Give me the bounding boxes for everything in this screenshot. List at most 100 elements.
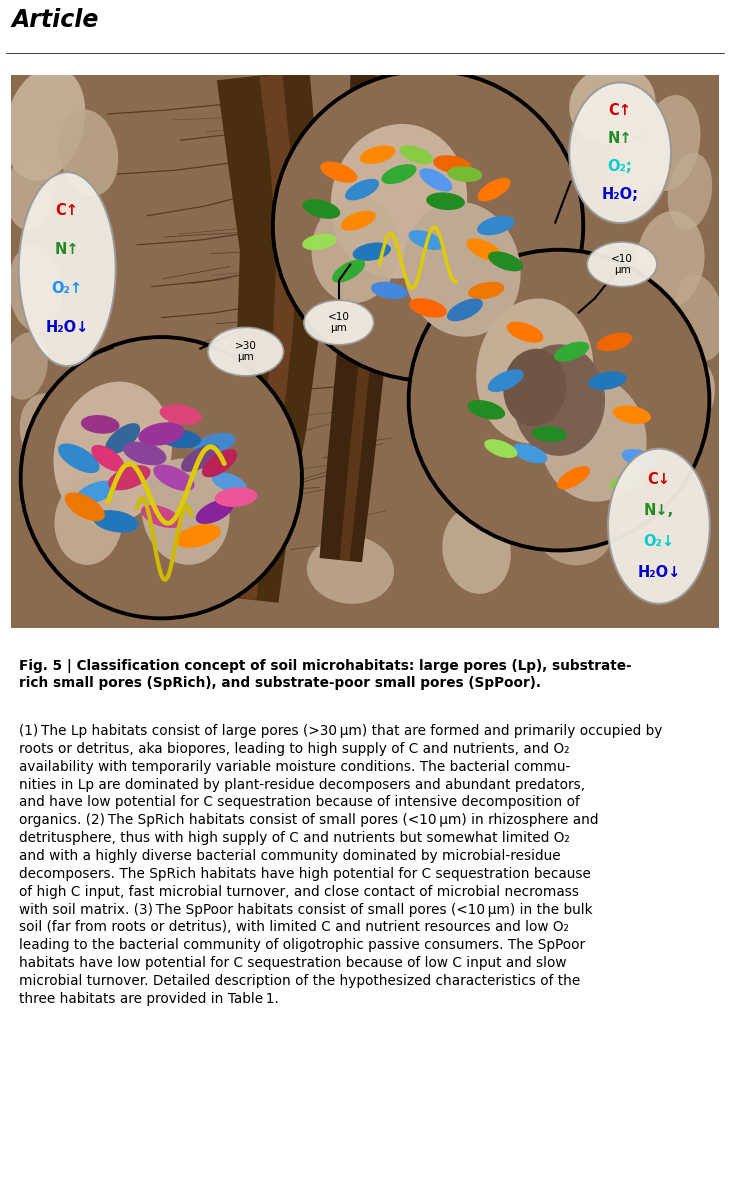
Ellipse shape bbox=[505, 318, 604, 452]
Circle shape bbox=[409, 250, 710, 551]
Ellipse shape bbox=[569, 83, 671, 223]
Ellipse shape bbox=[426, 192, 465, 210]
Text: <10
μm: <10 μm bbox=[328, 312, 350, 334]
Text: <10
μm: <10 μm bbox=[611, 253, 633, 275]
Ellipse shape bbox=[409, 230, 444, 250]
Ellipse shape bbox=[476, 299, 593, 444]
Ellipse shape bbox=[331, 124, 467, 278]
Ellipse shape bbox=[360, 145, 396, 164]
Ellipse shape bbox=[6, 152, 55, 230]
Ellipse shape bbox=[588, 372, 626, 390]
Ellipse shape bbox=[539, 376, 647, 502]
Ellipse shape bbox=[91, 445, 125, 472]
Ellipse shape bbox=[341, 211, 376, 230]
Ellipse shape bbox=[569, 65, 656, 144]
Text: N↓,: N↓, bbox=[644, 503, 674, 518]
Ellipse shape bbox=[410, 298, 447, 318]
Text: C↑: C↑ bbox=[609, 103, 631, 118]
Ellipse shape bbox=[138, 422, 184, 445]
Ellipse shape bbox=[587, 242, 657, 287]
Polygon shape bbox=[320, 73, 409, 563]
Ellipse shape bbox=[583, 430, 642, 516]
Ellipse shape bbox=[488, 370, 523, 392]
Ellipse shape bbox=[477, 178, 510, 202]
Ellipse shape bbox=[8, 245, 62, 332]
Ellipse shape bbox=[93, 510, 139, 533]
Ellipse shape bbox=[332, 259, 365, 283]
Ellipse shape bbox=[3, 332, 47, 400]
Ellipse shape bbox=[202, 449, 237, 478]
Text: C↑: C↑ bbox=[55, 204, 79, 218]
Ellipse shape bbox=[573, 275, 651, 380]
Ellipse shape bbox=[353, 242, 391, 260]
Ellipse shape bbox=[468, 282, 504, 299]
Ellipse shape bbox=[512, 444, 548, 463]
Ellipse shape bbox=[20, 394, 80, 474]
Ellipse shape bbox=[175, 524, 220, 548]
FancyBboxPatch shape bbox=[5, 70, 725, 634]
Ellipse shape bbox=[467, 400, 505, 420]
Ellipse shape bbox=[142, 458, 229, 565]
Circle shape bbox=[20, 337, 302, 618]
Text: N↑: N↑ bbox=[55, 242, 80, 257]
Ellipse shape bbox=[608, 449, 710, 604]
Ellipse shape bbox=[166, 551, 244, 608]
Ellipse shape bbox=[108, 466, 150, 491]
Circle shape bbox=[273, 71, 583, 380]
Ellipse shape bbox=[404, 202, 520, 337]
Ellipse shape bbox=[612, 406, 651, 424]
Ellipse shape bbox=[621, 449, 658, 468]
Ellipse shape bbox=[675, 275, 725, 361]
Ellipse shape bbox=[161, 430, 201, 449]
Ellipse shape bbox=[59, 109, 118, 196]
Ellipse shape bbox=[196, 499, 234, 524]
Ellipse shape bbox=[76, 480, 117, 504]
Ellipse shape bbox=[141, 505, 182, 528]
Ellipse shape bbox=[488, 252, 523, 271]
Ellipse shape bbox=[466, 239, 502, 262]
Text: (1) The Lp habitats consist of large pores (>30 μm) that are formed and primaril: (1) The Lp habitats consist of large por… bbox=[20, 724, 663, 1006]
Ellipse shape bbox=[656, 358, 715, 433]
Ellipse shape bbox=[610, 474, 644, 491]
Ellipse shape bbox=[312, 197, 399, 304]
Ellipse shape bbox=[557, 466, 590, 490]
Ellipse shape bbox=[123, 442, 166, 466]
Ellipse shape bbox=[381, 164, 417, 184]
Ellipse shape bbox=[513, 344, 605, 456]
Ellipse shape bbox=[637, 211, 704, 308]
Ellipse shape bbox=[65, 492, 104, 521]
Ellipse shape bbox=[53, 382, 172, 526]
Ellipse shape bbox=[58, 444, 100, 473]
Text: O₂↑: O₂↑ bbox=[52, 281, 82, 296]
Ellipse shape bbox=[433, 155, 472, 174]
Ellipse shape bbox=[532, 426, 566, 442]
Ellipse shape bbox=[477, 216, 515, 235]
Text: Article: Article bbox=[12, 8, 99, 32]
Ellipse shape bbox=[215, 487, 257, 506]
Ellipse shape bbox=[81, 415, 120, 433]
Ellipse shape bbox=[371, 282, 407, 299]
Polygon shape bbox=[241, 74, 298, 600]
Ellipse shape bbox=[55, 478, 123, 565]
Ellipse shape bbox=[503, 349, 566, 426]
Ellipse shape bbox=[400, 145, 433, 164]
Ellipse shape bbox=[105, 424, 140, 455]
Ellipse shape bbox=[554, 342, 589, 361]
Ellipse shape bbox=[212, 473, 247, 493]
Ellipse shape bbox=[320, 162, 357, 182]
Text: C↓: C↓ bbox=[648, 472, 670, 487]
Ellipse shape bbox=[93, 503, 162, 599]
Ellipse shape bbox=[4, 66, 85, 181]
Ellipse shape bbox=[302, 199, 340, 218]
Text: O₂↓: O₂↓ bbox=[643, 534, 675, 550]
Text: >30
μm: >30 μm bbox=[235, 341, 257, 362]
Text: H₂O;: H₂O; bbox=[602, 187, 639, 203]
Ellipse shape bbox=[19, 172, 116, 366]
Text: O₂;: O₂; bbox=[608, 160, 632, 174]
Ellipse shape bbox=[596, 332, 632, 352]
Ellipse shape bbox=[181, 445, 219, 472]
Text: H₂O↓: H₂O↓ bbox=[637, 565, 680, 581]
Text: N↑: N↑ bbox=[608, 131, 632, 146]
Ellipse shape bbox=[484, 439, 518, 458]
Ellipse shape bbox=[607, 138, 656, 206]
